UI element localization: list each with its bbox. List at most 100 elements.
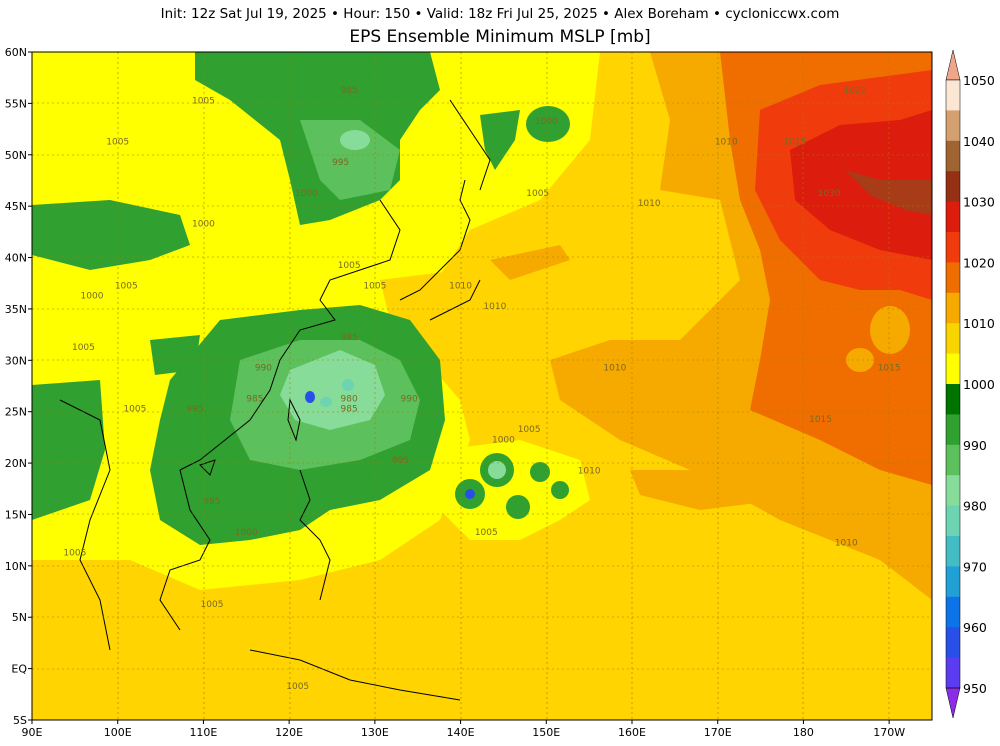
contour-label: 985 (341, 333, 358, 343)
contour-label: 995 (332, 158, 349, 168)
colorbar-label: 1030 (963, 195, 995, 210)
field-cluster-2-center (465, 489, 475, 499)
contour-label: 1005 (106, 137, 129, 147)
contour-label: 1015 (783, 137, 806, 147)
colorbar-label: 1020 (963, 255, 995, 270)
colorbar-label: 1050 (963, 73, 995, 88)
lat-tick-label: 50N (5, 149, 27, 162)
field-cluster-5 (551, 481, 569, 499)
field-west-1 (32, 200, 190, 270)
colorbar-label: 990 (963, 438, 987, 453)
contour-label: 990 (255, 364, 272, 374)
lon-tick-label: 90E (22, 726, 43, 739)
colorbar-band (946, 171, 960, 203)
colorbar-band (946, 596, 960, 628)
lat-tick-label: 10N (5, 560, 27, 573)
field-okhotsk (526, 106, 570, 142)
lat-tick-label: 20N (5, 457, 27, 470)
contour-label: 1005 (123, 405, 146, 415)
contour-label: 1000 (295, 189, 318, 199)
lat-tick-label: EQ (11, 663, 27, 676)
field-1015-pocket-b (870, 306, 910, 354)
contour-label: 1005 (338, 261, 361, 271)
contour-label: 1000 (81, 292, 104, 302)
colorbar-band (946, 475, 960, 507)
contour-label: 1005 (526, 189, 549, 199)
lon-tick-label: 100E (104, 726, 132, 739)
colorbar-label: 970 (963, 559, 987, 574)
colorbar-band (946, 201, 960, 233)
colorbar-bottom-cap (945, 687, 961, 719)
contour-label: 1000 (535, 117, 558, 127)
lat-tick-label: 40N (5, 252, 27, 265)
lon-tick-label: 110E (189, 726, 217, 739)
contour-label: 1010 (578, 466, 601, 476)
field-985-north (300, 120, 400, 200)
contour-label: 1005 (192, 96, 215, 106)
contour-label: 1020 (843, 86, 866, 96)
colorbar-band (946, 292, 960, 324)
field-luzon (290, 485, 310, 505)
colorbar-label: 960 (963, 620, 987, 635)
contour-label: 1005 (63, 549, 86, 559)
contour-label: 985 (341, 86, 358, 96)
lat-tick-label: 30N (5, 354, 27, 367)
colorbar-band (946, 110, 960, 142)
longitude-ticks: 90E 100E 110E 120E 130E 140E 150E 160E 170E 180 17… (22, 720, 905, 739)
field-cluster-1-inner (488, 461, 506, 479)
lon-tick-label: 140E (447, 726, 475, 739)
field-1030-1035 (845, 170, 932, 215)
field-1010-south (630, 470, 780, 510)
contour-label: 990 (401, 394, 418, 404)
contour-label: 1005 (201, 600, 224, 610)
contour-label: 985 (246, 394, 263, 404)
contour-label: 985 (341, 405, 358, 415)
colorbar-label: 980 (963, 499, 987, 514)
lat-tick-label: 25N (5, 406, 27, 419)
colorbar-band (946, 323, 960, 355)
colorbar-band (946, 536, 960, 567)
field-960-center (305, 391, 315, 403)
coastlines (59, 99, 491, 701)
lon-tick-label: 170W (873, 726, 905, 739)
lat-tick-label: 55N (5, 97, 27, 110)
contour-label: 1005 (286, 682, 309, 692)
colorbar-label: 1000 (963, 377, 995, 392)
map-frame (31, 51, 933, 721)
pressure-field (32, 52, 932, 720)
field-975-b (320, 397, 332, 407)
contour-label: 1000 (192, 220, 215, 230)
field-sakhalin (480, 110, 520, 170)
lon-tick-label: 130E (361, 726, 389, 739)
contour-label: 1010 (603, 364, 626, 374)
contour-label: 1005 (475, 528, 498, 538)
colorbar-top-cap (945, 49, 961, 81)
contour-label: 1000 (492, 436, 515, 446)
colorbar-band (946, 414, 960, 446)
colorbar-band (946, 444, 960, 476)
lat-tick-label: 15N (5, 508, 27, 521)
field-cluster-4 (530, 462, 550, 482)
contour-label: 1000 (235, 528, 258, 538)
colorbar-frame (945, 79, 961, 689)
colorbar-band (946, 80, 960, 111)
contour-label: 1015 (809, 415, 832, 425)
contour-label: 1010 (638, 199, 661, 209)
lon-tick-label: 150E (532, 726, 560, 739)
field-1015-pocket (846, 348, 874, 372)
colorbar-label: 1010 (963, 316, 995, 331)
contour-label: 1005 (115, 281, 138, 291)
contour-label: 1015 (878, 364, 901, 374)
contour-label: 995 (392, 456, 409, 466)
field-1000-1005-east (440, 440, 590, 540)
lat-tick-label: 45N (5, 200, 27, 213)
lon-tick-label: 180 (793, 726, 814, 739)
lat-tick-label: 5N (12, 611, 27, 624)
contour-label: 1005 (363, 281, 386, 291)
lon-tick-label: 160E (618, 726, 646, 739)
contour-labels: 1005100598599510001000100510051005100010… (63, 86, 900, 692)
header-info-line: Init: 12z Sat Jul 19, 2025 • Hour: 150 •… (160, 6, 840, 22)
contour-label: 1010 (835, 538, 858, 548)
field-980-north (340, 130, 370, 150)
field-cluster-3 (506, 495, 530, 519)
